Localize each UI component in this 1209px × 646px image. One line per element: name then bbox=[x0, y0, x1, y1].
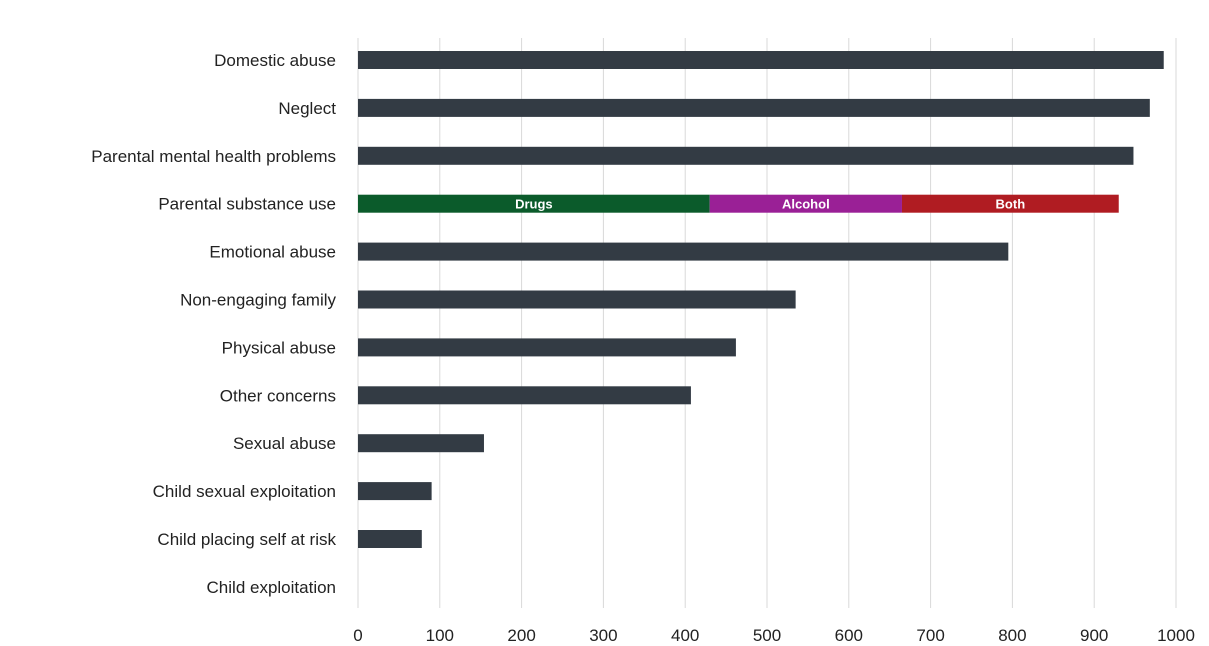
category-label-child-exploitation: Child exploitation bbox=[207, 578, 336, 597]
category-label-domestic-abuse: Domestic abuse bbox=[214, 51, 336, 70]
x-tick-label-500: 500 bbox=[753, 626, 781, 645]
category-labels: Domestic abuse Neglect Parental mental hea… bbox=[91, 51, 336, 597]
bar-segment-label-drugs: Drugs bbox=[515, 197, 553, 212]
bar-domestic-abuse bbox=[358, 51, 1164, 69]
category-label-parental-substance-use: Parental substance use bbox=[158, 195, 336, 214]
category-label-child-placing-self-at-risk: Child placing self at risk bbox=[157, 530, 336, 549]
bars: Drugs Alcohol Both bbox=[358, 51, 1164, 548]
x-tick-label-900: 900 bbox=[1080, 626, 1108, 645]
x-tick-label-400: 400 bbox=[671, 626, 699, 645]
category-label-emotional-abuse: Emotional abuse bbox=[209, 243, 336, 262]
bar-segment-label-both: Both bbox=[996, 197, 1026, 212]
bar-emotional-abuse bbox=[358, 242, 1009, 261]
bar-segment-alcohol bbox=[709, 194, 902, 213]
bar-child-placing-self-at-risk bbox=[358, 530, 422, 548]
bar-segment-drugs bbox=[358, 194, 710, 213]
bar-non-engaging-family bbox=[358, 290, 796, 309]
category-label-neglect: Neglect bbox=[278, 99, 336, 118]
bar-parental-mental-health-problems bbox=[358, 146, 1134, 165]
x-tick-label-0: 0 bbox=[353, 626, 362, 645]
category-label-child-sexual-exploitation: Child sexual exploitation bbox=[153, 482, 336, 501]
category-label-physical-abuse: Physical abuse bbox=[222, 338, 336, 357]
bar-sexual-abuse bbox=[358, 434, 484, 453]
bar-segment-both bbox=[901, 194, 1119, 213]
x-tick-label-600: 600 bbox=[835, 626, 863, 645]
x-tick-label-100: 100 bbox=[426, 626, 454, 645]
gridlines bbox=[357, 38, 1177, 608]
category-label-sexual-abuse: Sexual abuse bbox=[233, 434, 336, 453]
x-tick-label-1000: 1000 bbox=[1157, 626, 1195, 645]
bar-physical-abuse bbox=[358, 338, 736, 357]
x-tick-label-300: 300 bbox=[589, 626, 617, 645]
bar-child-sexual-exploitation bbox=[358, 482, 432, 501]
bar-segment-label-alcohol: Alcohol bbox=[782, 197, 830, 212]
x-axis-tick-labels: 0 100 200 300 400 500 600 700 800 900 1000 bbox=[353, 626, 1195, 645]
category-label-other-concerns: Other concerns bbox=[220, 386, 336, 405]
x-tick-label-700: 700 bbox=[916, 626, 944, 645]
bar-other-concerns bbox=[358, 386, 691, 405]
x-tick-label-800: 800 bbox=[998, 626, 1026, 645]
bar-neglect bbox=[358, 98, 1150, 117]
x-tick-label-200: 200 bbox=[507, 626, 535, 645]
category-label-parental-mental-health-problems: Parental mental health problems bbox=[91, 147, 336, 166]
category-label-non-engaging-family: Non-engaging family bbox=[180, 291, 336, 310]
